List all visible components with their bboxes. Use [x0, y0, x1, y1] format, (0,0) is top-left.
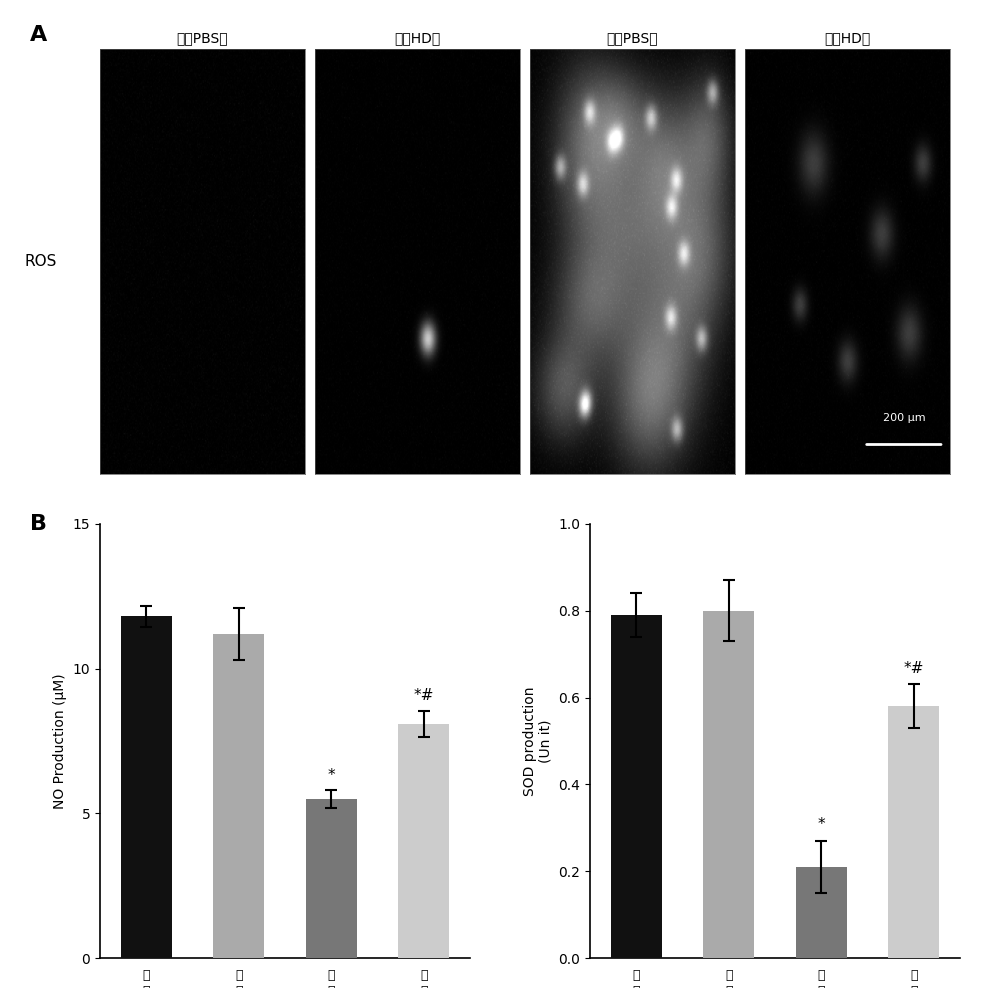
Y-axis label: NO Production (μM): NO Production (μM) [53, 673, 67, 809]
Bar [611, 615, 662, 958]
Text: *#: *# [904, 661, 924, 676]
Text: 200 μm: 200 μm [883, 413, 925, 423]
Bar [888, 706, 939, 958]
Bar [306, 799, 357, 958]
Bar [703, 611, 754, 958]
Bar [796, 867, 847, 958]
Text: ROS: ROS [25, 254, 57, 270]
Title: 缺氧HD组: 缺氧HD组 [824, 32, 871, 45]
Y-axis label: SOD production
(Un it): SOD production (Un it) [523, 687, 553, 795]
Bar [213, 633, 264, 958]
Bar [121, 617, 172, 958]
Text: *: * [327, 768, 335, 783]
Title: 常氧PBS组: 常氧PBS组 [177, 32, 228, 45]
Text: B: B [30, 514, 47, 534]
Text: *: * [817, 817, 825, 832]
Title: 缺氧PBS组: 缺氧PBS组 [607, 32, 658, 45]
Title: 常氧HD组: 常氧HD组 [394, 32, 441, 45]
Text: *#: *# [414, 689, 434, 703]
Bar [398, 723, 449, 958]
Text: A: A [30, 25, 47, 44]
